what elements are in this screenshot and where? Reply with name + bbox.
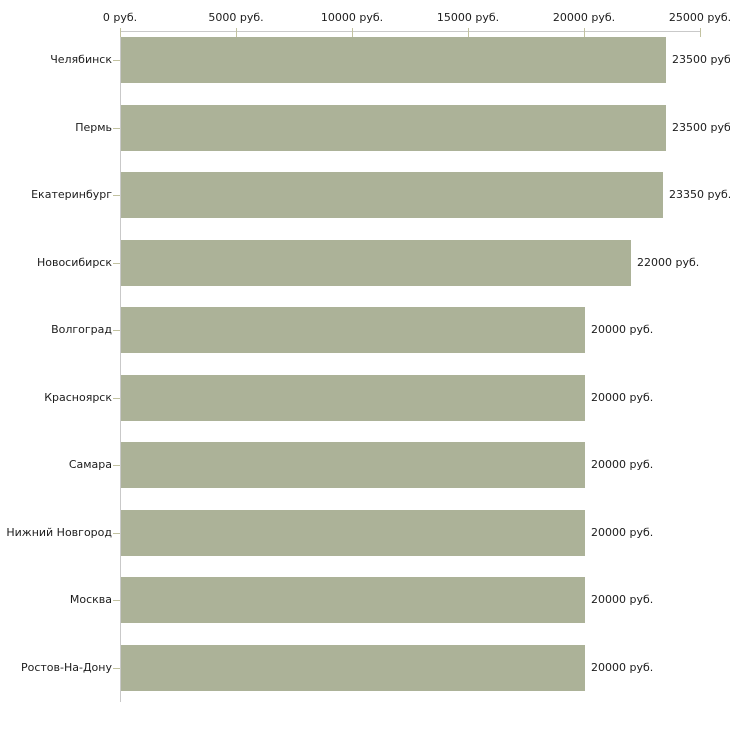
bar xyxy=(121,374,585,421)
bar xyxy=(121,172,663,218)
value-label: 20000 руб. xyxy=(591,458,654,471)
category-label: Нижний Новгород xyxy=(6,525,112,539)
bar xyxy=(121,37,666,83)
value-label: 20000 руб. xyxy=(591,593,654,606)
value-label: 23350 руб. xyxy=(669,188,730,201)
x-axis-line xyxy=(120,31,701,32)
bar xyxy=(121,104,666,151)
y-tick-mark xyxy=(113,600,120,601)
bar xyxy=(121,239,631,286)
x-tick-label: 25000 руб. xyxy=(668,11,730,24)
x-tick-mark xyxy=(120,28,121,37)
category-label: Екатеринбург xyxy=(31,188,112,201)
y-tick-mark xyxy=(113,330,120,331)
category-label: Самара xyxy=(68,458,112,471)
value-label: 23500 руб. xyxy=(672,120,730,134)
y-tick-mark xyxy=(113,532,120,534)
category-label: Москва xyxy=(69,593,112,606)
bar xyxy=(121,577,585,623)
x-tick-mark xyxy=(352,28,353,37)
category-label: Новосибирск xyxy=(36,255,112,269)
x-tick-label: 15000 руб. xyxy=(436,11,500,24)
y-tick-mark xyxy=(113,397,120,399)
category-label: Красноярск xyxy=(44,390,112,404)
bar xyxy=(121,442,585,488)
category-label: Ростов-На-Дону xyxy=(20,660,112,674)
bar xyxy=(121,644,585,691)
x-tick-label: 10000 руб. xyxy=(320,11,384,24)
y-tick-mark xyxy=(113,667,120,669)
bar xyxy=(121,509,585,556)
category-label: Пермь xyxy=(75,120,112,134)
y-tick-mark xyxy=(113,127,120,129)
x-tick-label: 5000 руб. xyxy=(208,11,264,24)
y-tick-mark xyxy=(113,60,120,61)
value-label: 22000 руб. xyxy=(637,255,700,269)
category-label: Челябинск xyxy=(50,53,112,66)
x-tick-label: 20000 руб. xyxy=(552,11,616,24)
x-tick-mark xyxy=(236,28,237,37)
category-label: Волгоград xyxy=(51,323,112,336)
bar xyxy=(121,307,585,353)
y-axis-line xyxy=(120,31,121,702)
y-tick-mark xyxy=(113,262,120,264)
value-label: 20000 руб. xyxy=(591,390,654,404)
value-label: 20000 руб. xyxy=(591,660,654,674)
x-tick-label: 0 руб. xyxy=(102,11,138,24)
value-label: 23500 руб. xyxy=(672,53,730,66)
y-tick-mark xyxy=(113,195,120,196)
y-tick-mark xyxy=(113,465,120,466)
x-tick-mark xyxy=(468,28,469,37)
value-label: 20000 руб. xyxy=(591,323,654,336)
x-tick-mark xyxy=(584,28,585,37)
value-label: 20000 руб. xyxy=(591,525,654,539)
x-tick-mark xyxy=(700,28,701,37)
